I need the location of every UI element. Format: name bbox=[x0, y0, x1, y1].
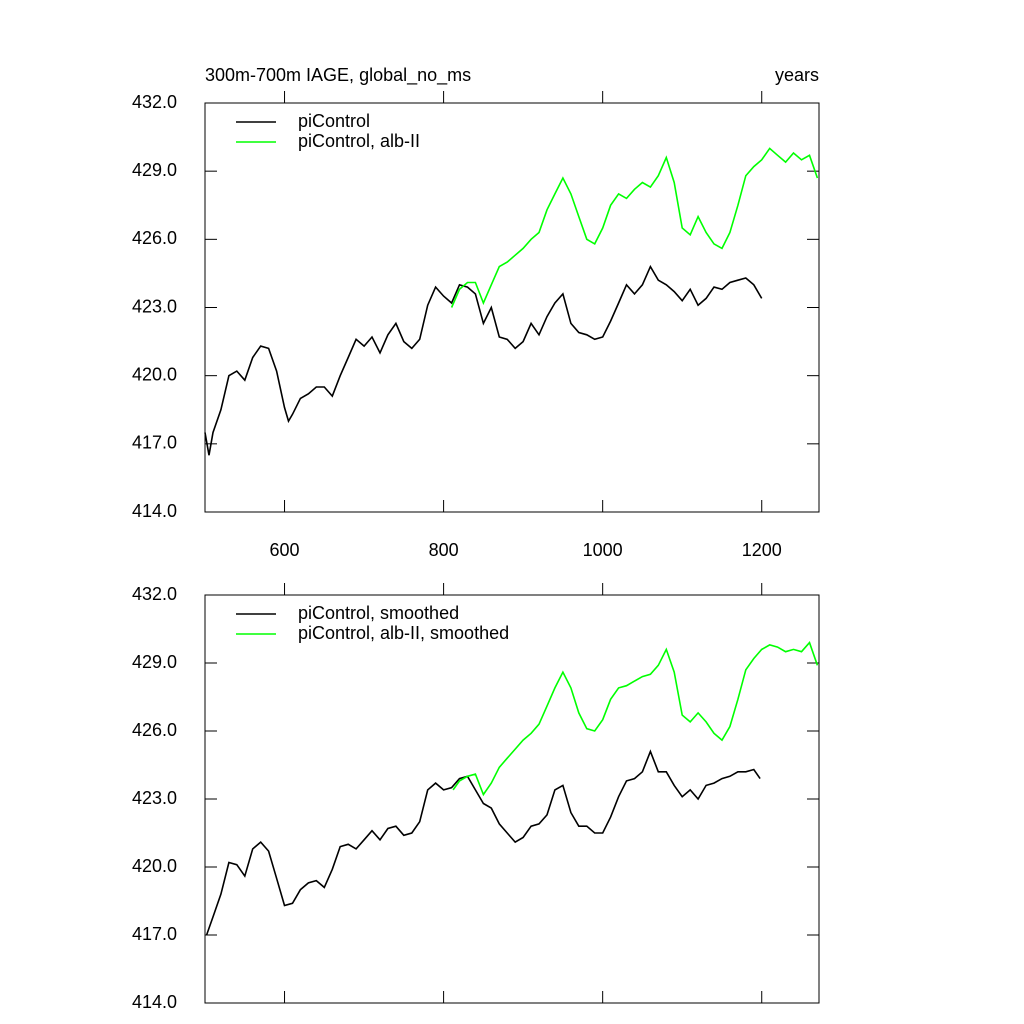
y-tick-label: 420.0 bbox=[132, 856, 177, 876]
legend-label: piControl bbox=[298, 111, 370, 131]
y-tick-label: 423.0 bbox=[132, 296, 177, 316]
x-tick-label: 1200 bbox=[742, 540, 782, 560]
y-tick-label: 426.0 bbox=[132, 228, 177, 248]
data-line bbox=[452, 641, 819, 797]
y-tick-label: 414.0 bbox=[132, 992, 177, 1012]
y-tick-label: 423.0 bbox=[132, 788, 177, 808]
x-tick-label: 800 bbox=[429, 540, 459, 560]
y-tick-label: 432.0 bbox=[132, 92, 177, 112]
units-label: years bbox=[775, 65, 819, 85]
y-tick-label: 414.0 bbox=[132, 501, 177, 521]
plot-frame bbox=[204, 594, 820, 1004]
y-tick-label: 429.0 bbox=[132, 160, 177, 180]
data-line bbox=[204, 264, 763, 456]
legend-label: piControl, alb-II, smoothed bbox=[298, 623, 509, 643]
legend-label: piControl, alb-II bbox=[298, 131, 420, 151]
y-tick-label: 420.0 bbox=[132, 364, 177, 384]
y-tick-label: 426.0 bbox=[132, 720, 177, 740]
chart-title: 300m-700m IAGE, global_no_ms bbox=[205, 65, 471, 86]
y-tick-label: 429.0 bbox=[132, 652, 177, 672]
data-line bbox=[205, 749, 761, 936]
y-tick-label: 417.0 bbox=[132, 924, 177, 944]
x-tick-label: 600 bbox=[270, 540, 300, 560]
data-line bbox=[450, 147, 819, 308]
y-tick-label: 432.0 bbox=[132, 584, 177, 604]
plot-frame bbox=[204, 102, 820, 513]
y-tick-label: 417.0 bbox=[132, 433, 177, 453]
x-tick-label: 1000 bbox=[583, 540, 623, 560]
legend-label: piControl, smoothed bbox=[298, 603, 459, 623]
